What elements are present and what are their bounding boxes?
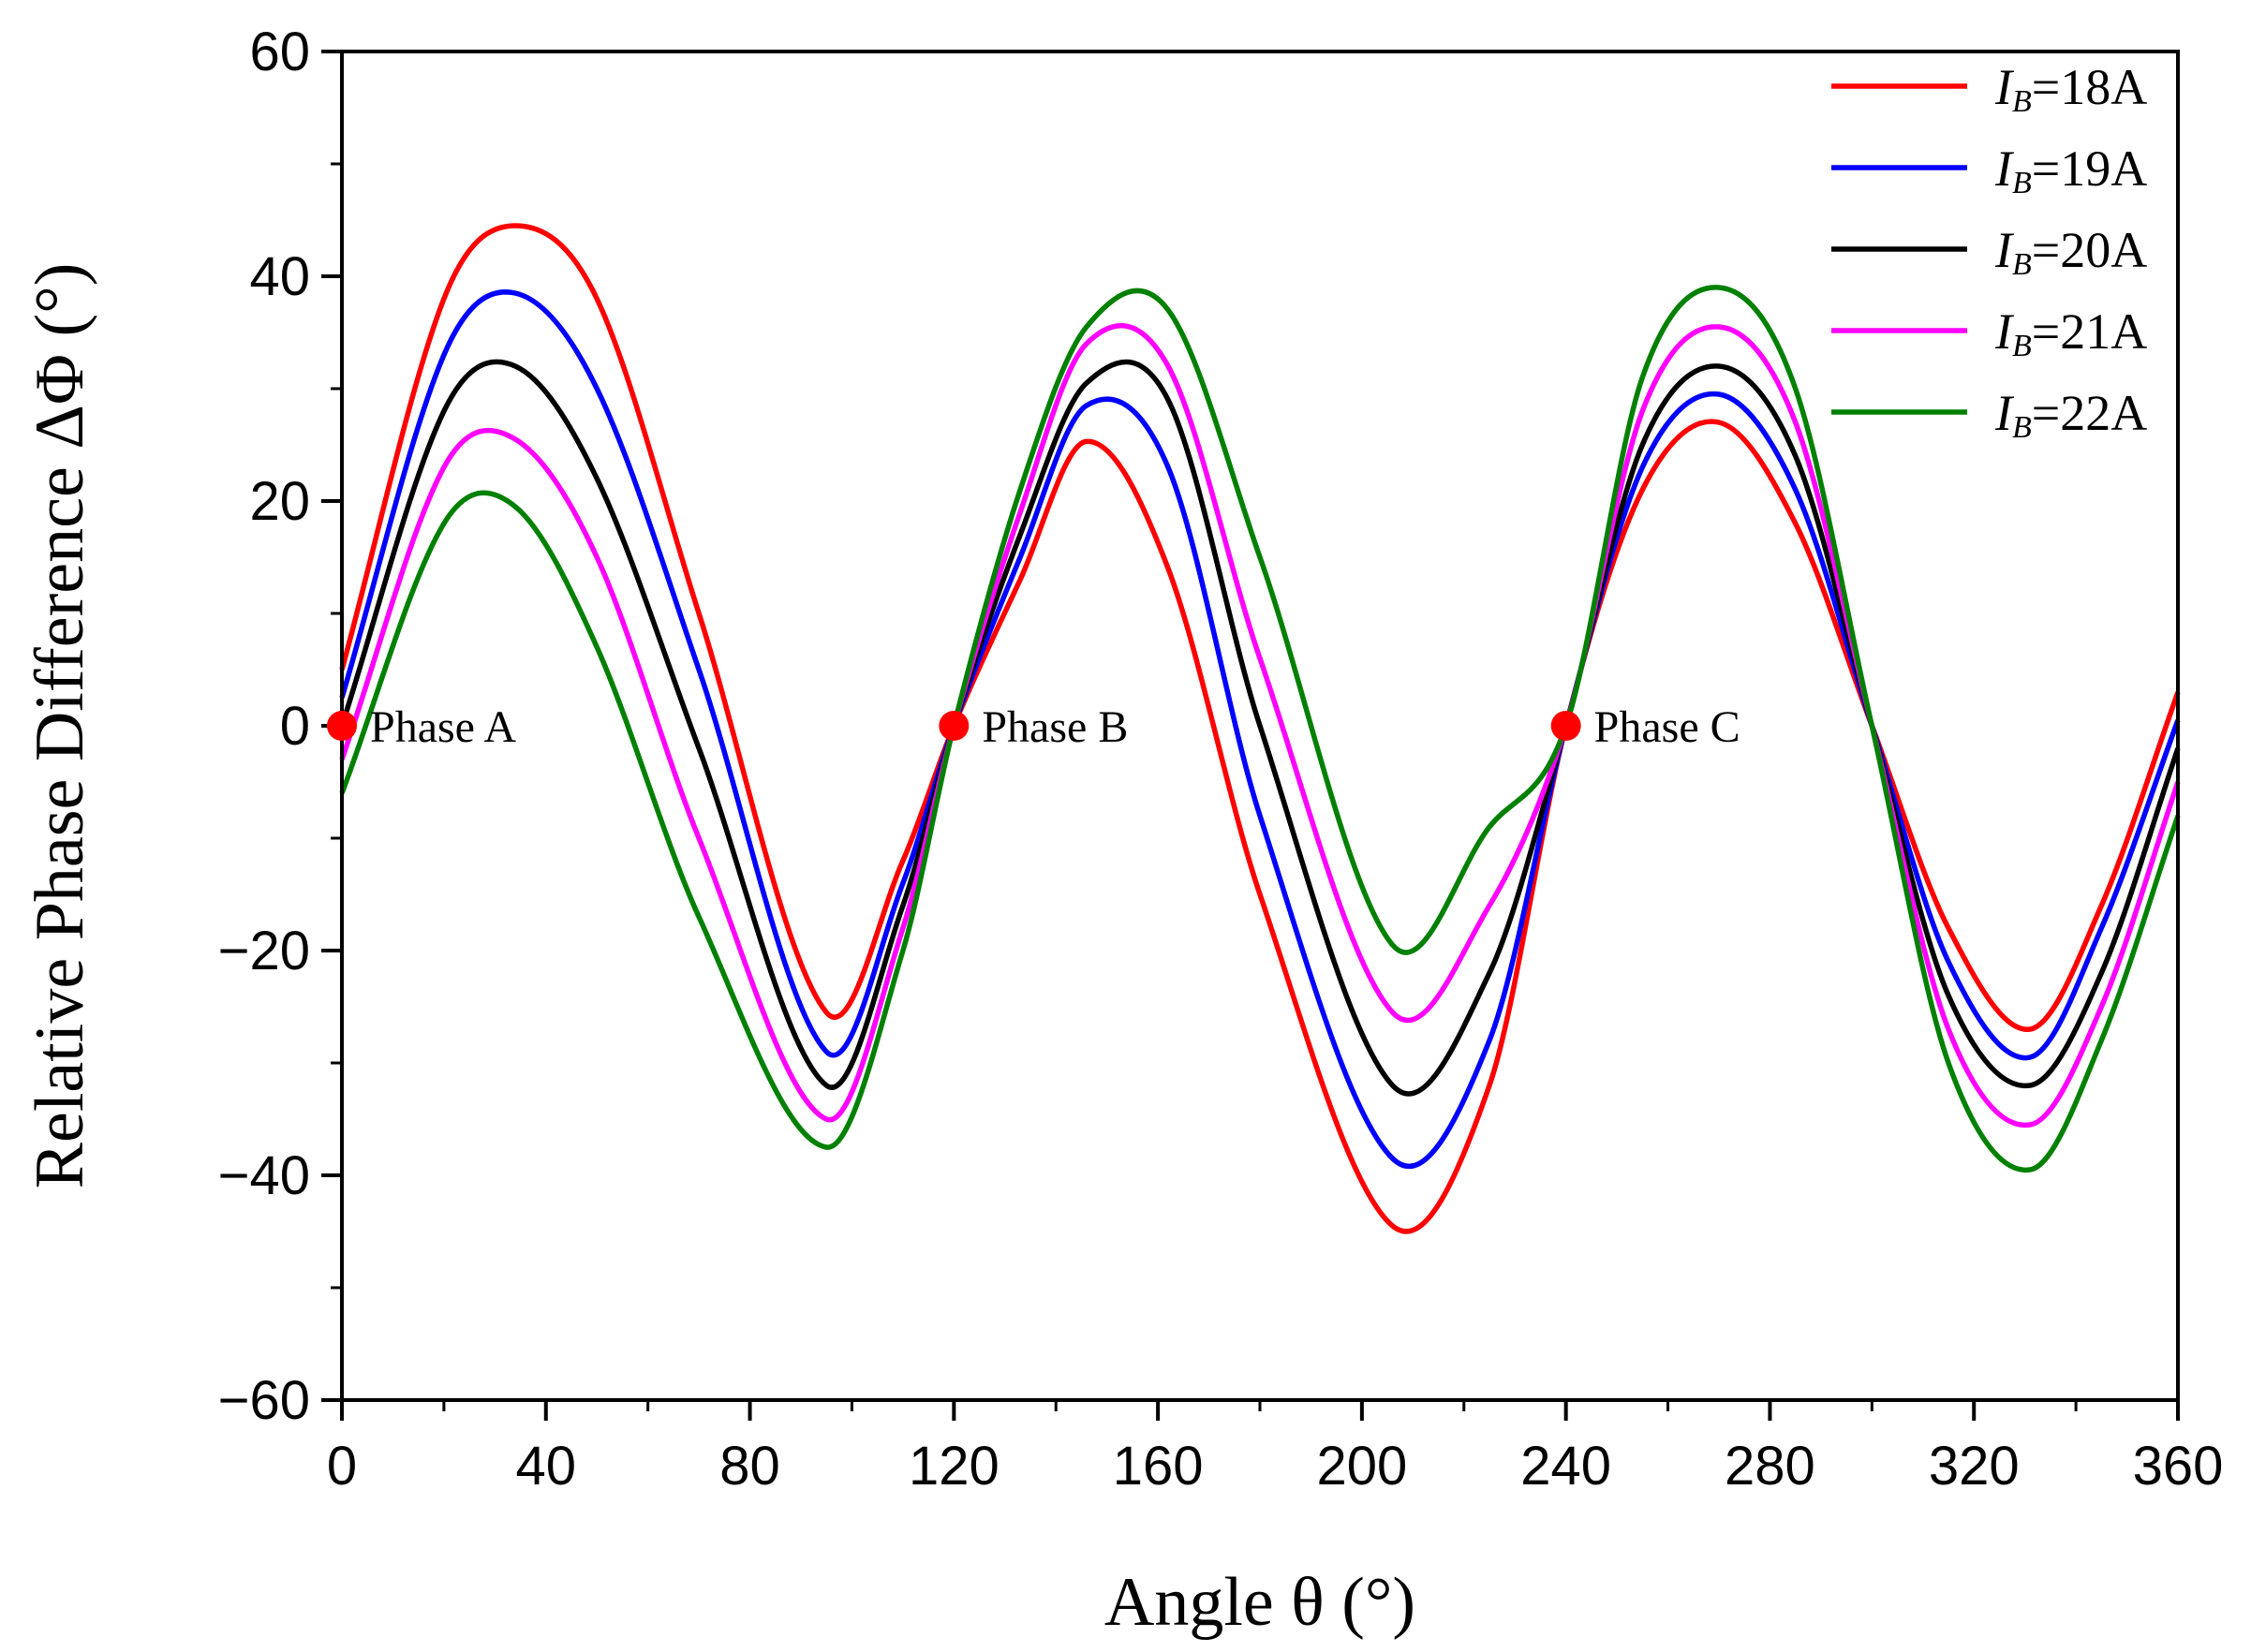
y-axis-ticks: 60 40 20 0 −20 −40 −60 — [218, 22, 342, 1431]
y-tick-label: −20 — [218, 921, 310, 981]
legend-label: IB=18A — [1994, 59, 2147, 119]
phase-marker — [327, 711, 357, 741]
phase-marker — [939, 711, 970, 741]
y-tick-label: −40 — [218, 1145, 310, 1206]
phase-label: Phase C — [1594, 702, 1740, 752]
x-tick-label: 80 — [719, 1436, 780, 1497]
x-tick-label: 320 — [1929, 1436, 2020, 1497]
phase-label: Phase B — [982, 702, 1128, 752]
y-axis-title: Relative Phase Difference ΔΦ (°) — [22, 263, 98, 1189]
legend-label: IB=20A — [1994, 222, 2147, 282]
x-tick-label: 160 — [1113, 1436, 1204, 1497]
phase-label: Phase A — [370, 702, 516, 752]
legend-label: IB=22A — [1994, 385, 2147, 445]
series-line-5 — [339, 285, 2181, 1173]
x-tick-label: 0 — [327, 1436, 357, 1497]
x-tick-label: 360 — [2133, 1436, 2224, 1497]
x-tick-label: 200 — [1316, 1436, 1407, 1497]
x-axis-ticks: 0 40 80 120 160 200 240 280 320 360 — [327, 1400, 2224, 1497]
x-axis-title: Angle θ (°) — [1104, 1564, 1415, 1641]
x-tick-label: 240 — [1520, 1436, 1611, 1497]
legend-label: IB=21A — [1994, 303, 2147, 363]
phase-markers: Phase A Phase B Phase C — [327, 702, 1740, 752]
phase-marker — [1550, 711, 1581, 741]
legend-label: IB=19A — [1994, 140, 2147, 200]
y-tick-label: 60 — [249, 22, 310, 82]
x-tick-label: 40 — [516, 1436, 577, 1497]
series-curves — [339, 223, 2181, 1234]
y-tick-label: −60 — [218, 1370, 310, 1431]
x-tick-label: 280 — [1725, 1436, 1815, 1497]
x-tick-label: 120 — [909, 1436, 1000, 1497]
legend: IB=18A IB=19A IB=20A IB=21A IB=22A — [1831, 59, 2147, 445]
y-tick-label: 20 — [249, 471, 310, 532]
y-tick-label: 40 — [249, 246, 310, 307]
y-tick-label: 0 — [280, 696, 310, 757]
